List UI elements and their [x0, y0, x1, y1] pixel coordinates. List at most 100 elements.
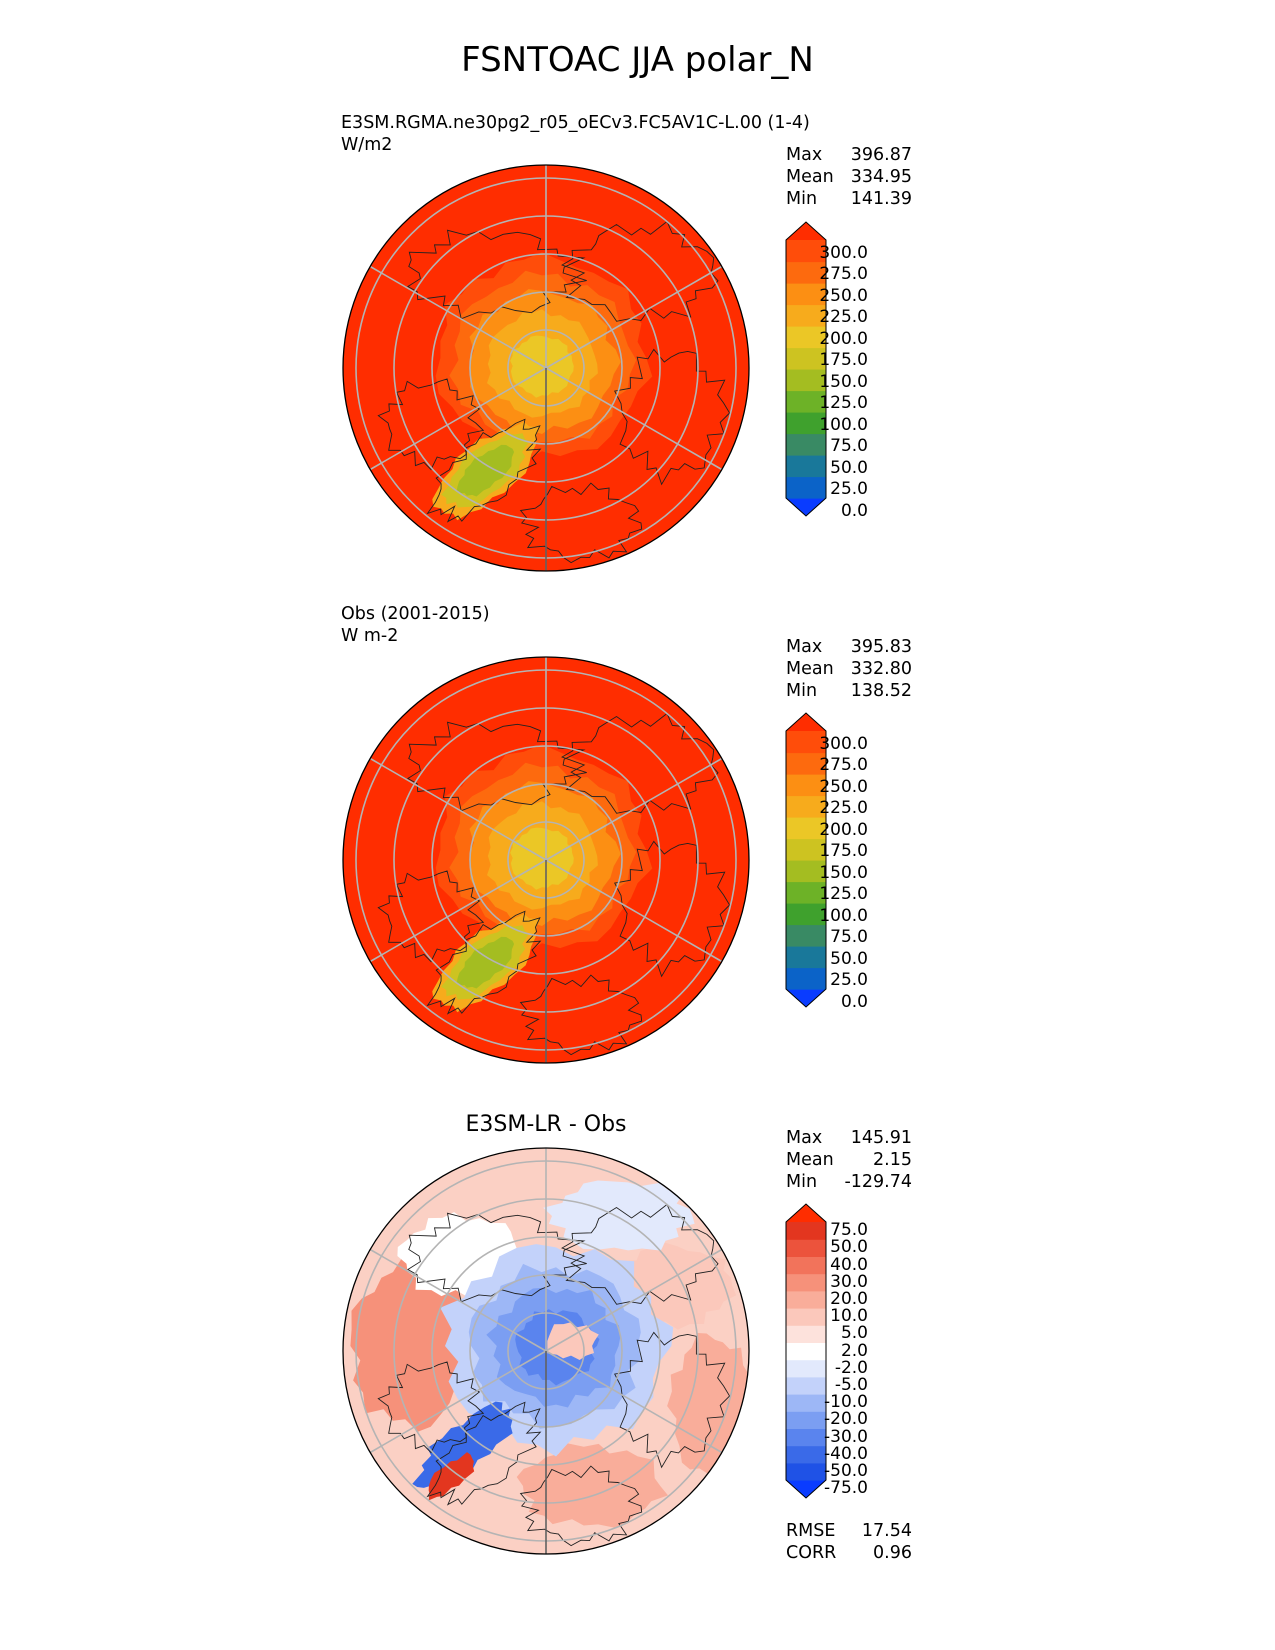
colorbar-tick-label: -40.0: [824, 1443, 868, 1464]
field-contour: [456, 936, 515, 989]
stat-label: Mean: [786, 659, 834, 679]
meridian-line: [369, 367, 547, 471]
colorbar-outline: [785, 221, 827, 517]
panel-2-stats: Max 395.83 Mean 332.80 Min 138.52: [786, 636, 912, 702]
colorbar-tick-label: 150.0: [819, 371, 868, 392]
colorbar-segment: [786, 369, 826, 392]
colorbar-test: [785, 221, 827, 517]
polar-map-diff: [342, 1147, 750, 1555]
stat-label: Min: [786, 189, 818, 209]
coastline: [377, 870, 485, 963]
colorbar-tick-label: 100.0: [819, 905, 868, 926]
coastline: [614, 1331, 731, 1469]
colorbar-segment: [786, 1376, 826, 1395]
colorbar-tick-label: 225.0: [819, 798, 868, 818]
colorbar-tick-label: 2.0: [840, 1340, 868, 1361]
colorbar-tick-label: 5.0: [840, 1323, 868, 1344]
coastline: [519, 1465, 643, 1547]
coastline: [407, 229, 587, 320]
meridian-line: [545, 1350, 723, 1454]
panel-3-extra-stats: RMSE 17.54 CORR 0.96: [786, 1520, 912, 1564]
field-contour: [510, 335, 574, 398]
colorbar-outline: [785, 1203, 827, 1499]
meridian-line: [369, 1248, 547, 1352]
coastline: [561, 1203, 719, 1305]
colorbar-extend-high: [786, 1204, 826, 1222]
colorbar-segment: [786, 795, 826, 818]
colorbar-segment: [786, 817, 826, 840]
stat-label: Min: [786, 681, 818, 701]
stat-label: Max: [786, 145, 823, 165]
meridian-line: [545, 757, 723, 861]
stat-value: 395.83: [850, 637, 912, 657]
colorbar-segment: [786, 1239, 826, 1257]
panel-2-label: Obs (2001-2015): [341, 604, 490, 624]
stat-value: 2.15: [873, 1150, 912, 1170]
stat-label: RMSE: [786, 1521, 836, 1541]
coastline: [426, 910, 542, 1015]
colorbar-segment: [786, 326, 826, 349]
stat-value: 138.52: [850, 681, 912, 701]
colorbar-segment: [786, 1342, 826, 1361]
colorbar-segment: [786, 838, 826, 861]
colorbar-segment: [786, 967, 826, 990]
map-border: [342, 164, 750, 572]
colorbar-tick-label: 150.0: [819, 862, 868, 883]
field-contour: [412, 1401, 513, 1488]
panel-3-stats: Max 145.91 Mean 2.15 Min -129.74: [786, 1127, 912, 1193]
map-border: [342, 1147, 750, 1555]
colorbar-segment: [786, 731, 826, 754]
colorbar-extend-low: [786, 498, 826, 516]
colorbar-outline: [785, 712, 827, 1008]
coastline: [614, 348, 731, 486]
colorbar-segment: [786, 455, 826, 478]
coastline: [377, 1361, 485, 1454]
meridian-line: [369, 859, 547, 963]
colorbar-tick-label: -30.0: [824, 1426, 868, 1447]
colorbar-tick-label: 175.0: [819, 841, 868, 861]
colorbar-segment: [786, 752, 826, 775]
colorbar-tick-label: 125.0: [819, 884, 868, 904]
colorbar-tick-label: 300.0: [819, 242, 868, 263]
colorbar-segment: [786, 412, 826, 435]
stat-label: Min: [786, 1172, 818, 1192]
colorbar-segment: [786, 774, 826, 797]
meridian-line: [369, 757, 547, 861]
field-contour: [456, 444, 515, 497]
polar-map-obs: [342, 656, 750, 1064]
coastline: [407, 1212, 587, 1303]
colorbar-segment: [786, 1394, 826, 1412]
stat-label: Max: [786, 1128, 823, 1148]
colorbar-tick-label: 200.0: [819, 328, 868, 349]
meridian-line: [545, 1248, 723, 1352]
colorbar-tick-label: 25.0: [830, 970, 868, 990]
stat-value: 396.87: [850, 145, 912, 165]
colorbar-segment: [786, 1308, 826, 1326]
coastline: [426, 1401, 542, 1506]
stat-value: 0.96: [873, 1543, 912, 1563]
coastline: [426, 418, 542, 523]
colorbar-tick-label: 175.0: [819, 350, 868, 370]
stat-value: 145.91: [850, 1128, 912, 1148]
colorbar-tick-label: -2.0: [834, 1357, 868, 1378]
colorbar-tick-label: -50.0: [824, 1461, 868, 1481]
colorbar-tick-label: 75.0: [830, 436, 868, 456]
colorbar-tick-label: -20.0: [824, 1409, 868, 1430]
colorbar-segment: [786, 240, 826, 263]
meridian-line: [545, 367, 723, 471]
panel-1-label: E3SM.RGMA.ne30pg2_r05_oECv3.FC5AV1C-L.00…: [341, 113, 810, 133]
colorbar-segment: [786, 946, 826, 969]
stat-value: -129.74: [844, 1172, 912, 1192]
colorbar-tick-label: 50.0: [830, 1237, 868, 1258]
stat-label: Mean: [786, 1150, 834, 1170]
panel-1-units: W/m2: [341, 135, 393, 155]
colorbar-tick-label: 50.0: [830, 948, 868, 969]
panel-2-units: W m-2: [341, 626, 399, 646]
colorbar-segment: [786, 433, 826, 456]
colorbar-tick-label: 275.0: [819, 755, 868, 775]
colorbar-tick-label: 0.0: [840, 991, 868, 1012]
colorbar-tick-label: -10.0: [824, 1392, 868, 1413]
coastline: [519, 482, 643, 564]
stat-label: Mean: [786, 167, 834, 187]
colorbar-segment: [786, 1273, 826, 1292]
